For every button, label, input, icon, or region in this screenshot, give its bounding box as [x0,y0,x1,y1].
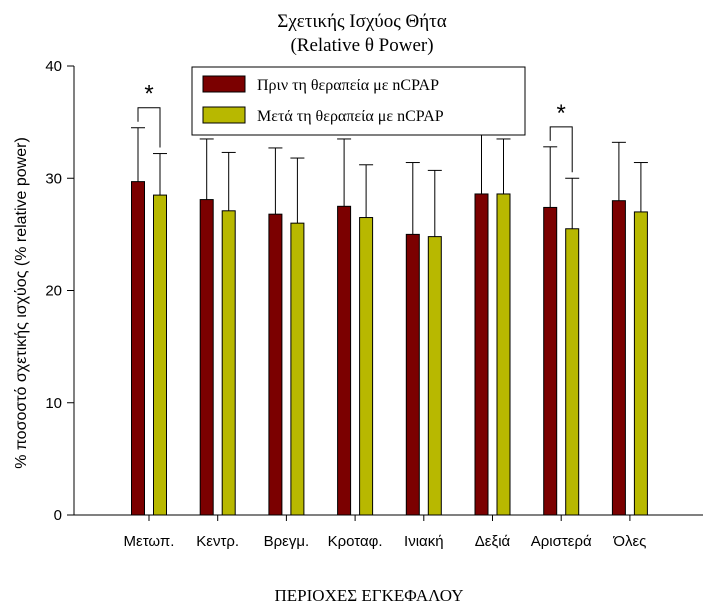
bar-after [633,211,648,516]
bar-after [496,193,511,516]
bar-after [359,217,374,516]
y-tick-label: 40 [45,58,62,75]
y-tick-label: 20 [45,283,62,300]
legend-swatch-after [202,106,246,124]
bar-before [268,213,283,516]
significance-marker: * [144,81,153,108]
y-tick-label: 30 [45,170,62,187]
bar-before [405,233,420,516]
significance-bracket [137,107,161,148]
bar-after [565,228,580,516]
bar-before [199,199,214,516]
bar-after [153,194,167,516]
plot-area: 0 10 20 30 40 Μετωπ. Κεντρ. Βρεγμ. Κροταφ. Ινιακή… [45,58,703,550]
x-tick-label: Κεντρ. [196,533,239,550]
y-tick-label: 0 [54,507,62,524]
legend-label-before: Πριν τη θεραπεία με nCPAP [257,77,439,94]
bar-before [474,193,489,516]
bar-before [131,181,145,516]
y-axis-label: % ποσοστό σχετικής ισχύος (% relative po… [13,137,30,469]
legend-swatch-before [202,75,246,93]
bar-after [427,236,442,516]
bar-before [611,200,626,516]
chart-title: Σχετικής Ισχύος Θήτα [277,11,446,32]
y-tick-label: 10 [45,395,62,412]
legend-label-after: Μετά τη θεραπεία με nCPAP [257,108,444,125]
legend-frame [191,66,526,136]
x-tick-label: Μετωπ. [124,533,175,550]
x-tick-label: Βρεγμ. [264,533,310,550]
significance-marker: * [557,100,566,127]
bar-before [543,206,558,516]
legend: Πριν τη θεραπεία με nCPAP Μετά τη θεραπε… [191,66,526,136]
x-tick-label: Κροταφ. [328,533,383,550]
significance-bracket [549,126,573,173]
x-tick-label: Αριστερά [531,533,592,550]
bar-after [221,210,236,516]
bar-after [290,222,305,516]
x-tick-label: Ινιακή [404,533,444,550]
x-tick-label: Δεξιά [475,533,511,550]
chart-subtitle: (Relative θ Power) [290,35,433,56]
x-axis-label: ΠΕΡΙΟΧΕΣ ΕΓΚΕΦΑΛΟΥ [275,586,464,605]
bar-before [337,205,352,516]
x-tick-label: Όλες [612,533,646,550]
